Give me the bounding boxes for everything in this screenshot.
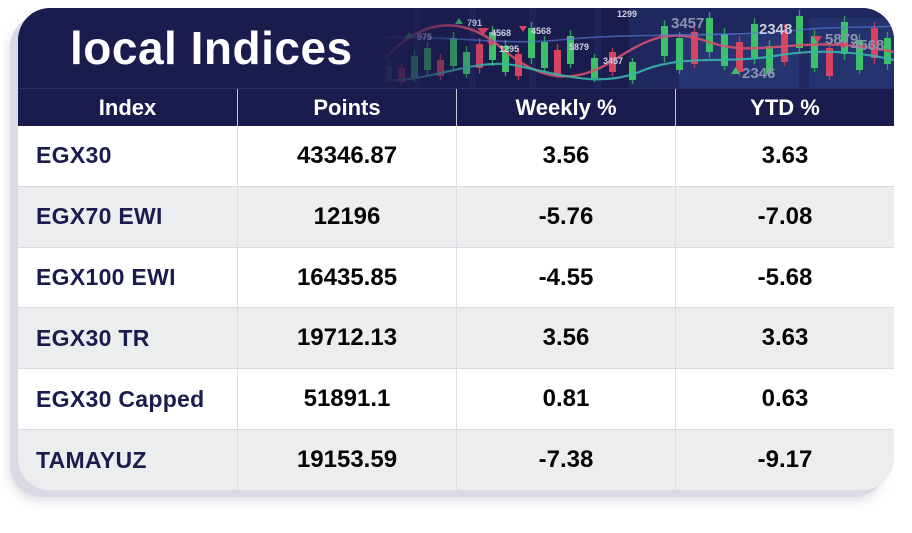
table-row: EGX30 43346.87 3.56 3.63: [18, 126, 894, 186]
decor-price-label: 5879: [569, 42, 589, 52]
table-row: EGX30 TR 19712.13 3.56 3.63: [18, 307, 894, 369]
points-value: 12196: [313, 202, 381, 230]
points-value: 51891.1: [303, 385, 391, 413]
decor-price-label: 3457: [603, 56, 623, 66]
ytd-value: 0.63: [761, 385, 809, 413]
up-triangle-icon: [731, 67, 740, 74]
decor-price-label: 3457: [671, 15, 704, 32]
decor-price-label: 4568: [531, 26, 551, 36]
down-triangle-icon: [839, 42, 848, 49]
weekly-value: -4.55: [538, 263, 594, 291]
ytd-value: -5.68: [757, 263, 813, 291]
points-value: 19712.13: [296, 324, 398, 352]
weekly-value: 0.81: [542, 385, 590, 413]
table-row: EGX30 Capped 51891.1 0.81 0.63: [18, 368, 894, 430]
down-triangle-icon: [813, 36, 822, 43]
column-header-points: Points: [237, 89, 456, 126]
decor-price-label: 1295: [499, 44, 519, 54]
ytd-value: 3.63: [761, 141, 809, 169]
decor-price-label: 2346: [742, 65, 775, 82]
table-header-row: Index Points Weekly % YTD %: [18, 88, 894, 126]
index-name: EGX100 EWI: [36, 264, 176, 291]
indices-table: Index Points Weekly % YTD % EGX30 43346.…: [18, 88, 894, 490]
market-chart-decoration: 975 791 4568 4568 1295 5879 3457 1299 34…: [379, 8, 894, 88]
index-name: EGX30: [36, 142, 112, 169]
weekly-value: -7.38: [538, 446, 594, 474]
decor-price-label: 4568: [851, 37, 884, 54]
table-row: TAMAYUZ 19153.59 -7.38 -9.17: [18, 429, 894, 490]
decor-price-label: 1299: [617, 9, 637, 19]
ytd-value: 3.63: [761, 324, 809, 352]
weekly-value: 3.56: [542, 324, 590, 352]
column-header-index: Index: [98, 94, 157, 120]
local-indices-card: 975 791 4568 4568 1295 5879 3457 1299 34…: [18, 8, 894, 490]
index-name: TAMAYUZ: [36, 446, 147, 473]
weekly-value: -5.76: [538, 202, 594, 230]
table-row: EGX70 EWI 12196 -5.76 -7.08: [18, 185, 894, 247]
decor-price-label: 5879: [825, 31, 858, 48]
title-bar: 975 791 4568 4568 1295 5879 3457 1299 34…: [18, 8, 894, 88]
weekly-value: 3.56: [542, 141, 590, 169]
index-name: EGX30 Capped: [36, 385, 205, 412]
points-value: 16435.85: [296, 263, 398, 291]
ytd-value: -7.08: [757, 202, 813, 230]
column-header-weekly: Weekly %: [456, 89, 675, 126]
page-title: local Indices: [70, 22, 353, 74]
table-row: EGX100 EWI 16435.85 -4.55 -5.68: [18, 246, 894, 308]
index-name: EGX70 EWI: [36, 203, 163, 230]
points-value: 43346.87: [296, 141, 398, 169]
column-header-ytd: YTD %: [675, 89, 894, 126]
down-triangle-icon: [519, 26, 527, 32]
decor-price-label: 2348: [759, 21, 792, 38]
decor-price-label: 4568: [491, 28, 511, 38]
index-name: EGX30 TR: [36, 324, 150, 351]
points-value: 19153.59: [296, 446, 398, 474]
ytd-value: -9.17: [757, 446, 813, 474]
candlestick-chart-graphic: 975 791 4568 4568 1295 5879 3457 1299 34…: [379, 8, 894, 88]
